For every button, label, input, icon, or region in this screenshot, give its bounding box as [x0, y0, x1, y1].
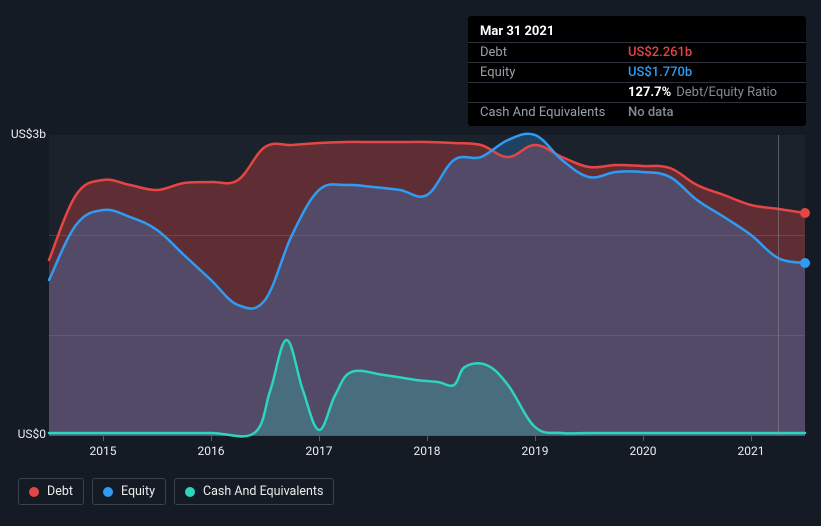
tooltip-row-label: Cash And Equivalents — [480, 105, 628, 120]
x-axis-label: 2020 — [630, 444, 657, 458]
legend-item-cash-and-equivalents[interactable]: Cash And Equivalents — [174, 478, 334, 505]
legend: Debt Equity Cash And Equivalents — [18, 478, 334, 505]
chart-svg — [49, 135, 805, 435]
x-axis-label: 2021 — [738, 444, 765, 458]
legend-label: Cash And Equivalents — [203, 484, 323, 499]
legend-swatch — [103, 487, 113, 497]
tooltip-row-label: Equity — [480, 65, 628, 80]
tooltip-row: EquityUS$1.770b — [468, 62, 806, 82]
x-axis-label: 2016 — [198, 444, 225, 458]
tooltip-row-value: US$1.770b — [628, 65, 692, 80]
legend-swatch — [29, 487, 39, 497]
x-axis-label: 2018 — [414, 444, 441, 458]
legend-item-debt[interactable]: Debt — [18, 478, 84, 505]
financial-chart: US$0 US$3b 2015 2016 2017 2018 2019 2020 2021 M… — [0, 0, 821, 526]
x-axis-label: 2019 — [522, 444, 549, 458]
tooltip-row-value: US$2.261b — [628, 45, 692, 60]
tooltip-date: Mar 31 2021 — [468, 22, 806, 42]
tooltip-row-label: Debt — [480, 45, 628, 60]
x-axis-label: 2015 — [90, 444, 117, 458]
tooltip-row: DebtUS$2.261b — [468, 42, 806, 62]
tooltip-row-value: 127.7%Debt/Equity Ratio — [628, 85, 777, 100]
end-marker-debt — [800, 208, 810, 218]
x-tick — [535, 435, 536, 441]
legend-swatch — [185, 487, 195, 497]
x-axis-label: 2017 — [306, 444, 333, 458]
legend-item-equity[interactable]: Equity — [92, 478, 166, 505]
x-tick — [751, 435, 752, 441]
legend-label: Equity — [121, 484, 155, 499]
tooltip-row-value: No data — [628, 105, 674, 120]
x-tick — [643, 435, 644, 441]
x-tick — [211, 435, 212, 441]
x-tick — [103, 435, 104, 441]
y-axis-label: US$0 — [18, 427, 46, 441]
end-marker-equity — [800, 258, 810, 268]
x-tick — [319, 435, 320, 441]
legend-label: Debt — [47, 484, 73, 499]
tooltip-row: Cash And EquivalentsNo data — [468, 102, 806, 122]
hover-line — [778, 135, 779, 435]
hover-tooltip: Mar 31 2021 DebtUS$2.261bEquityUS$1.770b… — [468, 16, 806, 126]
tooltip-row: 127.7%Debt/Equity Ratio — [468, 82, 806, 102]
tooltip-row-label — [480, 85, 628, 100]
x-tick — [427, 435, 428, 441]
y-axis-label: US$3b — [11, 127, 46, 141]
